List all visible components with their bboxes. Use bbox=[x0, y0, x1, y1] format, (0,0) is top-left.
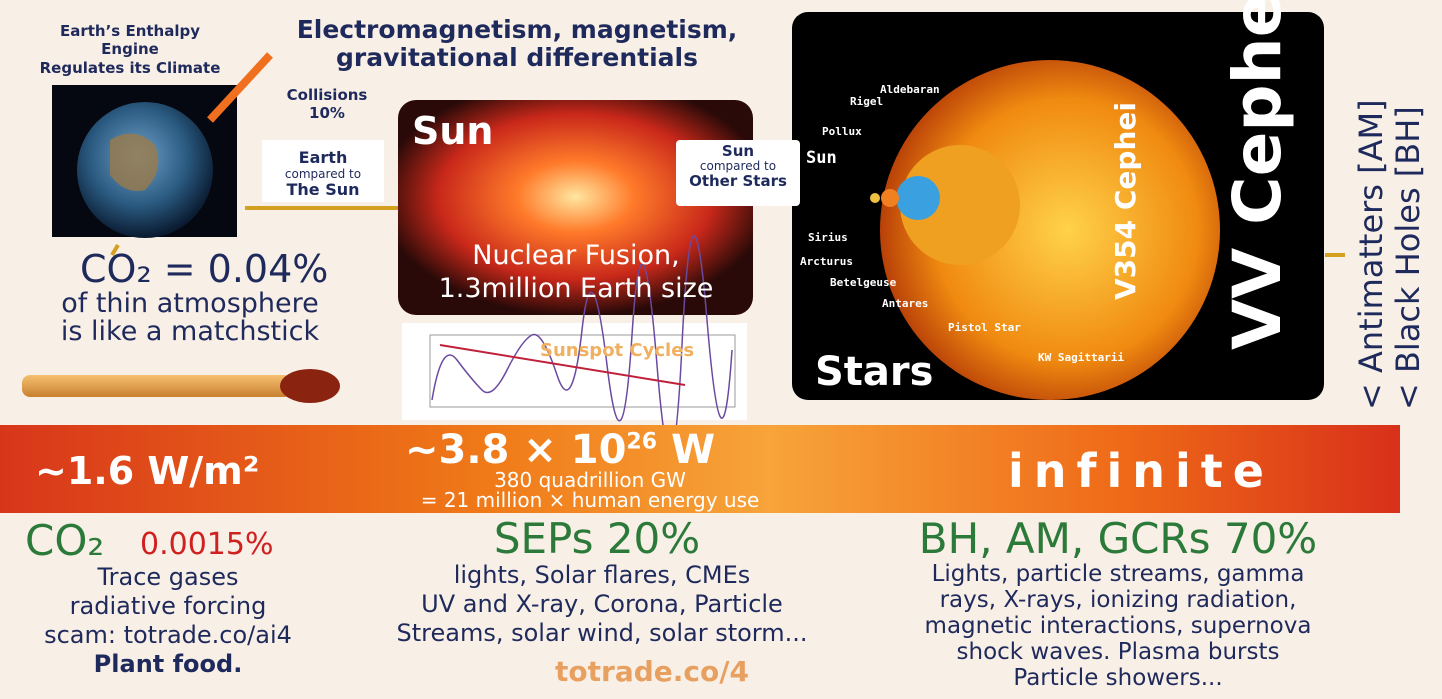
band-unit: W bbox=[670, 427, 716, 473]
panel-title: Sun bbox=[412, 109, 494, 153]
heading-line: gravitational differentials bbox=[335, 43, 699, 72]
label: Sun bbox=[721, 142, 755, 160]
column-head: BH, AM, GCRs 70% bbox=[918, 514, 1318, 563]
title-line: Earth’s Enthalpy bbox=[59, 22, 201, 40]
star-name: Arcturus bbox=[800, 255, 853, 268]
band-value: ~3.8 × 10 bbox=[405, 427, 627, 473]
star-label: VV Cephei bbox=[1219, 0, 1296, 350]
star-name: Rigel bbox=[850, 95, 884, 108]
label: compared to bbox=[284, 167, 362, 181]
star-name: Pistol Star bbox=[948, 321, 1021, 334]
caption-line: Nuclear Fusion, bbox=[472, 240, 680, 271]
label-box bbox=[262, 140, 384, 202]
title-line: Engine bbox=[101, 40, 159, 58]
band-note: = 21 million × human energy use bbox=[420, 488, 760, 512]
side-label: < Antimatters [AM] bbox=[1352, 99, 1390, 410]
band-value: infinite bbox=[1008, 444, 1274, 498]
chart-label: Sunspot Cycles bbox=[540, 340, 695, 361]
side-label: < Black Holes [BH] bbox=[1389, 106, 1427, 410]
label: The Sun bbox=[286, 180, 360, 199]
column-line: scam: totrade.co/ai4 bbox=[44, 621, 292, 649]
column-line: UV and X-ray, Corona, Particle bbox=[421, 590, 783, 618]
column-line: shock waves. Plasma bursts bbox=[956, 639, 1280, 665]
band-value: ~1.6 W/m² bbox=[35, 449, 260, 493]
star-name: Pollux bbox=[822, 125, 862, 138]
column-head: SEPs 20% bbox=[493, 514, 701, 563]
star-name: Aldebaran bbox=[880, 83, 940, 96]
note-line: of thin atmosphere bbox=[61, 288, 319, 319]
label: 10% bbox=[309, 104, 345, 122]
column-line: Lights, particle streams, gamma bbox=[931, 561, 1305, 587]
caption-line: 1.3million Earth size bbox=[438, 273, 714, 304]
column-line: Particle showers... bbox=[1013, 665, 1223, 691]
earth-photo bbox=[52, 85, 237, 238]
heading-line: Electromagnetism, magnetism, bbox=[296, 15, 738, 44]
star-name: Sirius bbox=[808, 231, 848, 244]
co2-statement: CO₂ = 0.04% bbox=[80, 247, 329, 291]
star-name: Antares bbox=[882, 297, 929, 310]
star-name: Betelgeuse bbox=[830, 276, 897, 289]
column-line: lights, Solar flares, CMEs bbox=[453, 561, 751, 589]
band-exponent: 26 bbox=[626, 429, 658, 455]
column-line: Streams, solar wind, solar storm... bbox=[396, 619, 808, 647]
column-head: CO₂ bbox=[25, 516, 105, 565]
sun-photo bbox=[398, 100, 753, 315]
column-line: radiative forcing bbox=[69, 592, 267, 620]
label: Collisions bbox=[286, 86, 368, 104]
star-name: Sun bbox=[806, 148, 837, 168]
label: compared to bbox=[699, 159, 777, 173]
sunspot-chart bbox=[402, 235, 747, 454]
column-line: Plant food. bbox=[93, 650, 243, 678]
panel-title: Stars bbox=[815, 349, 934, 395]
energy-band bbox=[0, 425, 1400, 513]
band-note: 380 quadrillion GW bbox=[494, 468, 686, 492]
column-line: magnetic interactions, supernova bbox=[924, 613, 1312, 639]
note-line: is like a matchstick bbox=[60, 316, 320, 347]
matchstick bbox=[22, 369, 340, 403]
title-line: Regulates its Climate bbox=[39, 59, 221, 77]
label-box bbox=[676, 140, 800, 206]
column-line: rays, X-rays, ionizing radiation, bbox=[939, 587, 1297, 613]
footer-link: totrade.co/4 bbox=[555, 655, 749, 688]
column-pct: 0.0015% bbox=[140, 527, 274, 562]
stars-photo bbox=[792, 12, 1324, 400]
label: Other Stars bbox=[689, 172, 787, 190]
label: Earth bbox=[298, 148, 348, 167]
column-line: Trace gases bbox=[97, 563, 239, 591]
meteor bbox=[207, 52, 273, 123]
star-label: V354 Cephei bbox=[1109, 102, 1142, 300]
star-name: KW Sagittarii bbox=[1038, 351, 1125, 364]
